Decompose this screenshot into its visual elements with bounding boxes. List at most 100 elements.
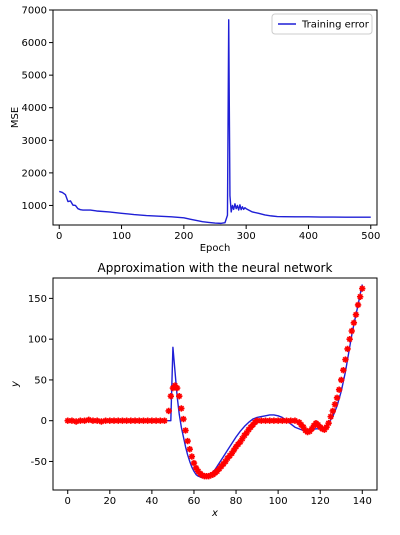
y-tick-label: 2000 (22, 168, 47, 179)
data-point-star (171, 382, 179, 389)
data-point-star (222, 458, 229, 465)
y-tick-label: 7000 (22, 6, 47, 17)
data-point-star (274, 417, 282, 424)
series-line-0 (67, 284, 363, 479)
data-point-star (131, 417, 139, 424)
training-error-chart: 0 100 200 300 400 500 1000 2000 3000 4000 5000 6000… (10, 6, 380, 255)
data-point-star (234, 441, 242, 448)
x-tick-label: 300 (237, 231, 256, 242)
x-tick-label: 40 (146, 496, 159, 507)
series-line-0 (59, 19, 371, 225)
data-point-star (127, 417, 135, 424)
data-point-star (169, 384, 177, 392)
x-tick-label: 100 (112, 231, 131, 242)
y-axis-label: MSE (10, 107, 21, 128)
data-point-star (178, 405, 185, 412)
data-point-star (321, 426, 328, 433)
data-point-star (89, 417, 97, 424)
data-point-star (85, 416, 92, 424)
data-point-star (228, 450, 236, 457)
x-tick-label: 0 (65, 496, 71, 507)
data-point-star (279, 417, 286, 424)
mse-plot-area (59, 19, 371, 225)
data-point-star (220, 460, 227, 468)
data-point-star (344, 345, 351, 353)
data-point-star (207, 472, 214, 479)
data-point-star (308, 425, 315, 433)
data-point-star (283, 417, 290, 424)
x-tick-label: 100 (269, 496, 288, 507)
data-point-star (218, 463, 225, 470)
data-point-star (354, 301, 362, 309)
data-point-star (291, 417, 299, 424)
data-point-star (310, 422, 318, 429)
approx-plot-area (64, 284, 366, 480)
chart-title: Approximation with the neural network (98, 261, 333, 275)
data-point-star (184, 437, 191, 445)
y-tick-label: 6000 (22, 38, 47, 49)
y-tick-label: 5000 (22, 71, 47, 82)
data-point-star (216, 465, 223, 472)
data-point-star (327, 413, 334, 420)
data-point-star (239, 435, 246, 442)
y-tick-label: 50 (34, 375, 47, 386)
data-point-star (314, 421, 322, 428)
data-point-star (346, 335, 353, 343)
data-point-star (190, 459, 198, 467)
y-axis-label: y (10, 380, 21, 388)
legend-label: Training error (301, 20, 370, 31)
data-point-star (241, 432, 248, 439)
data-point-star (232, 443, 240, 450)
legend-box (271, 13, 373, 35)
data-point-star (119, 417, 126, 424)
legend: Training error (271, 13, 373, 35)
data-point-star (144, 417, 151, 424)
data-point-star (148, 417, 156, 424)
data-point-star (340, 366, 347, 374)
x-tick-label: 200 (174, 231, 193, 242)
data-point-star (253, 417, 261, 424)
data-point-star (188, 453, 196, 460)
x-tick-label: 20 (103, 496, 116, 507)
data-point-star (300, 424, 307, 431)
data-point-star (230, 446, 238, 454)
data-point-star (205, 472, 212, 480)
data-point-star (72, 418, 80, 425)
data-point-star (359, 285, 366, 292)
data-point-star (298, 421, 305, 428)
data-point-star (152, 417, 160, 424)
x-tick-label: 80 (230, 496, 243, 507)
x-tick-label: 120 (311, 496, 330, 507)
data-point-star (306, 428, 313, 435)
y-tick-label: 1000 (22, 201, 47, 212)
data-point-star (98, 418, 105, 425)
x-tick-label: 140 (353, 496, 372, 507)
data-point-star (64, 417, 71, 424)
data-point-star (157, 417, 164, 424)
y-tick-label: 4000 (22, 103, 47, 114)
approx-plot-frame (52, 277, 378, 491)
x-tick-label: 0 (56, 231, 62, 242)
data-point-star (213, 468, 221, 475)
data-point-star (165, 407, 172, 415)
data-point-star (342, 356, 349, 363)
data-point-star (266, 417, 273, 424)
data-point-star (226, 452, 233, 459)
data-point-star (93, 417, 101, 424)
x-axis-label: x (211, 508, 218, 519)
y-tick-label: 0 (41, 416, 47, 427)
data-point-star (186, 446, 193, 453)
data-point-star (243, 429, 250, 437)
data-point-star (287, 417, 294, 424)
data-point-star (304, 428, 311, 436)
y-tick-label: 100 (28, 335, 47, 346)
data-point-star (77, 417, 84, 424)
data-point-star (194, 468, 202, 475)
data-point-star (329, 407, 337, 415)
data-point-star (176, 393, 183, 400)
x-tick-label: 60 (188, 496, 201, 507)
data-point-star (325, 419, 332, 427)
data-point-star (352, 311, 360, 318)
data-point-star (356, 293, 364, 300)
x-tick-label: 500 (361, 231, 380, 242)
